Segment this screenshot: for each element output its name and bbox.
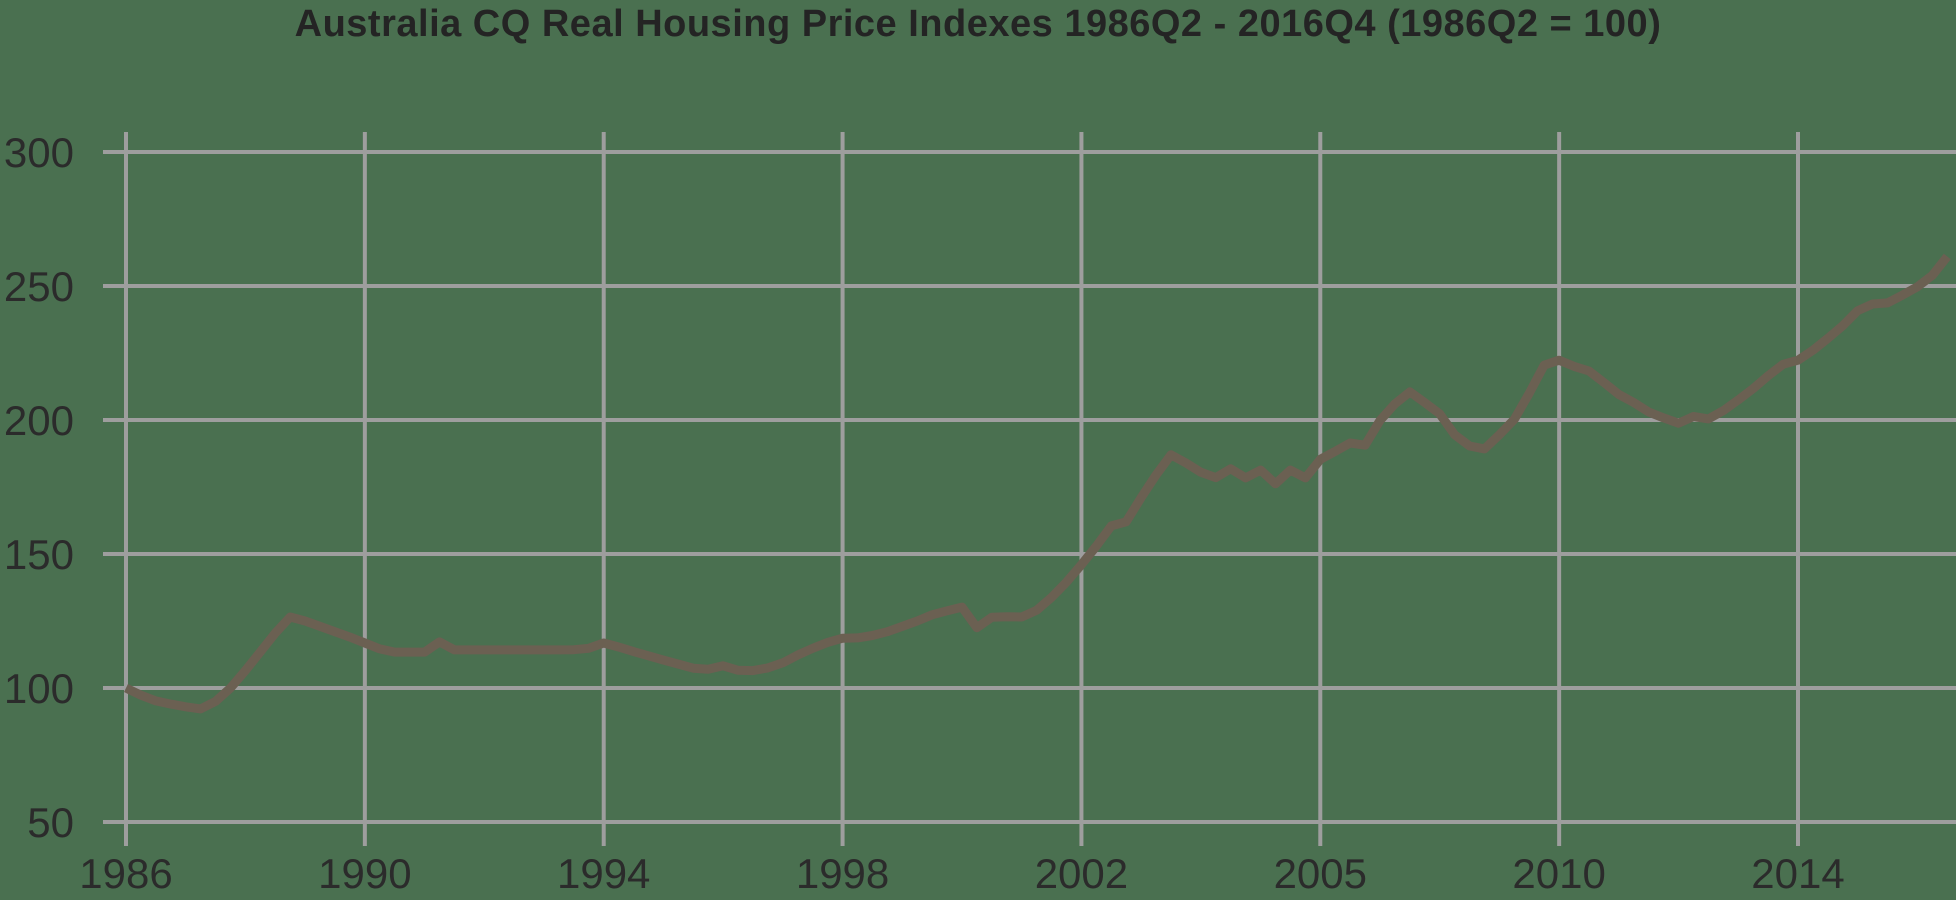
- y-tick-label: 50: [27, 799, 74, 846]
- chart-title: Australia CQ Real Housing Price Indexes …: [294, 3, 1662, 45]
- x-tick-label: 1990: [318, 850, 411, 897]
- x-tick-label: 2002: [1035, 850, 1128, 897]
- x-tick-label: 2005: [1274, 850, 1367, 897]
- x-tick-label: 1994: [557, 850, 650, 897]
- y-tick-label: 100: [4, 665, 74, 712]
- y-tick-label: 250: [4, 263, 74, 310]
- x-tick-label: 1998: [796, 850, 889, 897]
- x-tick-label: 2010: [1512, 850, 1605, 897]
- housing-price-line: [124, 253, 1951, 714]
- x-tick-label: 1986: [79, 850, 172, 897]
- y-tick-label: 150: [4, 531, 74, 578]
- y-tick-label: 300: [4, 129, 74, 176]
- y-tick-label: 200: [4, 397, 74, 444]
- x-tick-label: 2014: [1751, 850, 1844, 897]
